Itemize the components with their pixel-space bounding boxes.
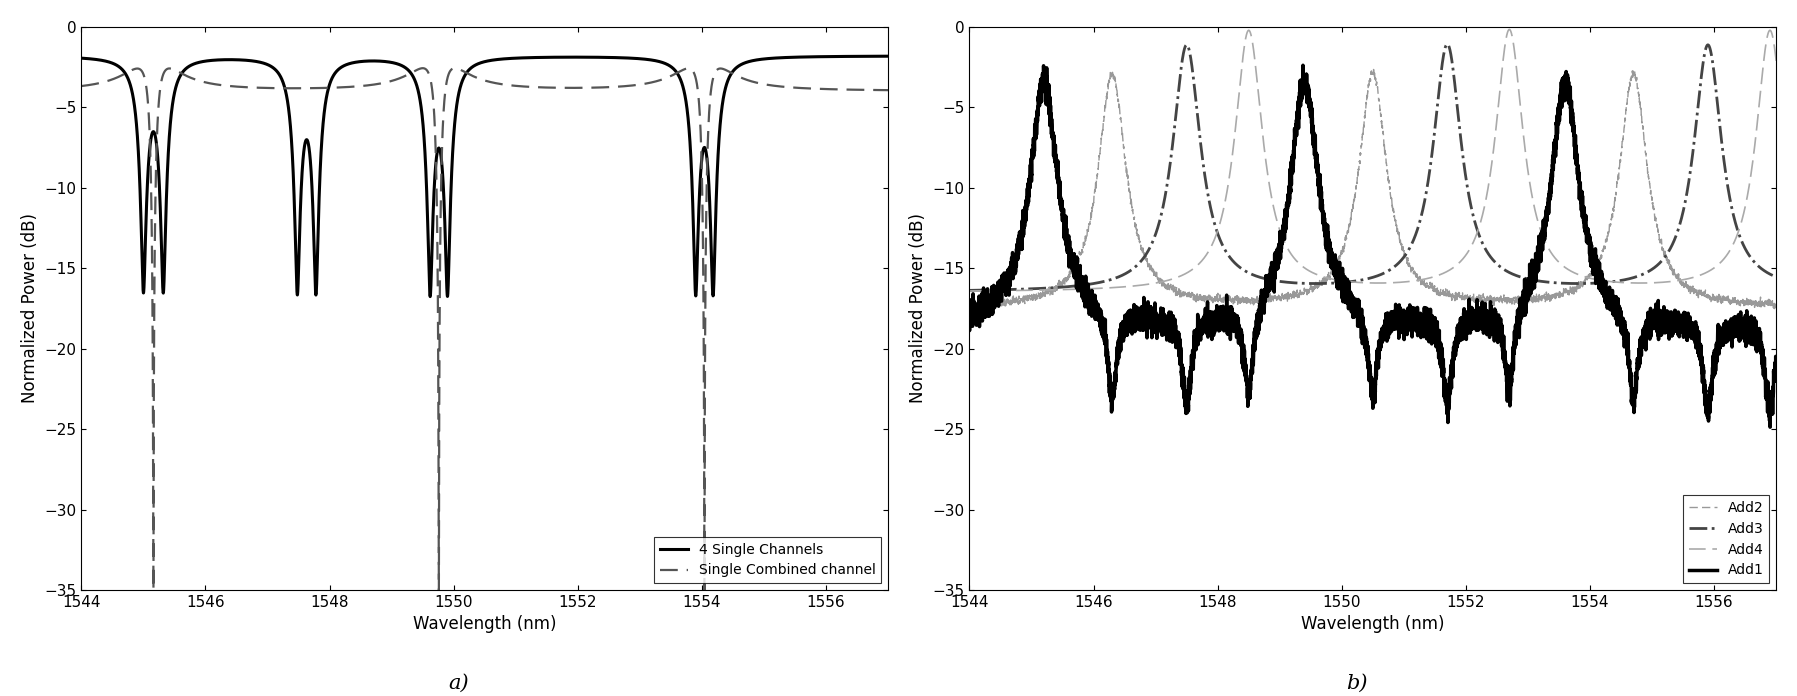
4 Single Channels [169,74,190,82]
Add2 [1057,273,1078,281]
Add4 [927,287,949,295]
Add4 [1373,279,1394,287]
Add4 [1385,278,1407,287]
Add1 [1057,245,1078,253]
Add2 [1456,293,1477,301]
Legend: 4 Single Channels, Single Combined channel: 4 Single Channels, Single Combined chann… [654,537,881,583]
Single Combined channel [485,79,507,87]
Add3 [1385,262,1407,270]
Add3 [927,287,949,295]
Text: b): b) [1346,674,1368,693]
Add2 [927,303,949,311]
Add1 [1456,329,1477,337]
Single Combined channel [264,84,286,93]
Add1 [1759,423,1781,432]
4 Single Channels [419,292,440,301]
Add3 [1152,202,1173,210]
4 Single Channels [84,55,106,63]
X-axis label: Wavelength (nm): Wavelength (nm) [413,615,557,633]
Add3 [1456,179,1477,187]
Add2 [1362,65,1384,74]
Add2 [1152,278,1173,287]
Y-axis label: Normalized Power (dB): Normalized Power (dB) [909,214,927,404]
Line: Single Combined channel: Single Combined channel [50,68,918,590]
4 Single Channels [496,54,518,63]
Single Combined channel [907,86,929,95]
Single Combined channel [568,84,589,92]
Add2 [1373,129,1394,138]
Single Combined channel [84,79,106,88]
Single Combined channel [169,68,190,77]
Single Combined channel [40,84,61,93]
Single Combined channel [142,586,164,594]
Add2 [940,307,961,315]
Add4 [1057,285,1078,294]
Add1 [1385,300,1407,308]
Add1 [1152,315,1173,324]
Add4 [974,287,996,295]
4 Single Channels [40,53,61,61]
4 Single Channels [568,53,589,61]
Add4 [1456,250,1477,258]
Single Combined channel [496,81,518,89]
Add1 [927,310,949,319]
Line: Add1: Add1 [938,65,1797,427]
Y-axis label: Normalized Power (dB): Normalized Power (dB) [22,214,40,404]
Line: Add2: Add2 [938,70,1797,311]
Add1 [1373,324,1394,332]
Line: Add4: Add4 [938,29,1797,291]
Add3 [1057,283,1078,291]
Add1 [1292,61,1314,70]
Add4 [1152,277,1173,285]
4 Single Channels [264,65,286,74]
Add3 [1373,269,1394,278]
X-axis label: Wavelength (nm): Wavelength (nm) [1301,615,1445,633]
Legend: Add2, Add3, Add4, Add1: Add2, Add3, Add4, Add1 [1684,495,1770,583]
Add4 [1499,25,1520,33]
4 Single Channels [485,56,507,64]
Add3 [1436,40,1457,48]
Add3 [974,286,996,294]
Line: Add3: Add3 [938,44,1797,291]
Line: 4 Single Channels: 4 Single Channels [50,56,918,296]
Add2 [974,299,996,308]
Single Combined channel [444,64,465,72]
4 Single Channels [907,52,929,61]
Add2 [1385,217,1407,226]
Text: a): a) [447,674,469,693]
Add1 [974,303,996,311]
